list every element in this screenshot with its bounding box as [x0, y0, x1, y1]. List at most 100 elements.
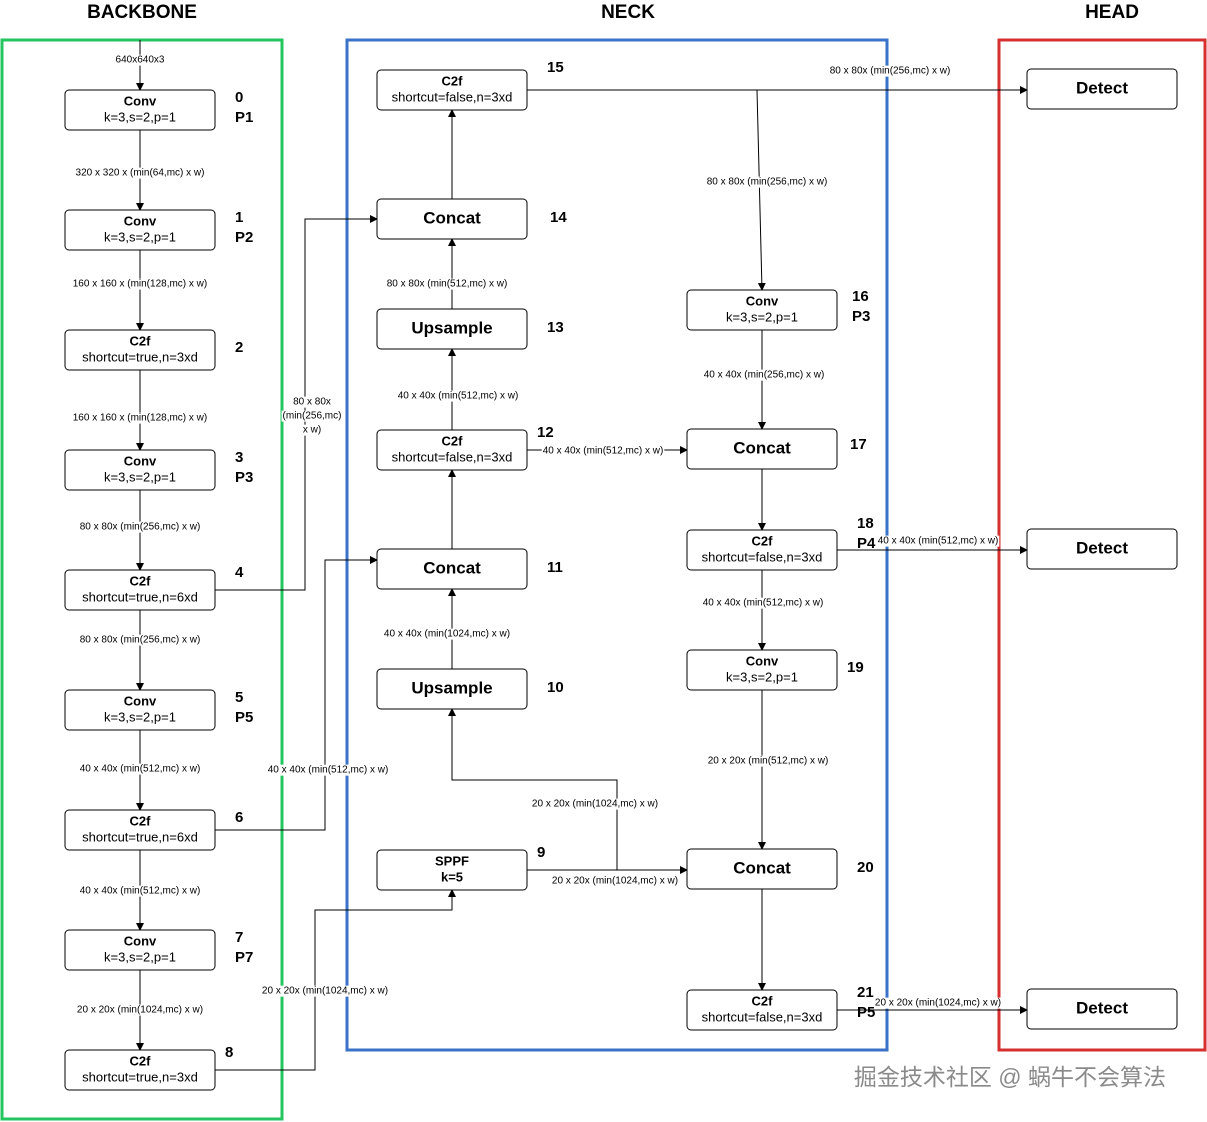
node-level: P4	[857, 535, 876, 552]
node-params: k=3,s=2,p=1	[104, 469, 176, 484]
edge-label-bg	[701, 597, 825, 609]
node-index: 8	[225, 1044, 233, 1061]
edge-label-bg	[550, 875, 680, 887]
node-box	[686, 848, 838, 890]
node-index: 9	[537, 844, 545, 861]
node-box	[376, 198, 528, 240]
node-label: Conv	[124, 693, 157, 708]
node-label: Conv	[124, 93, 157, 108]
node-label: Conv	[124, 933, 157, 948]
edge-label-bg	[396, 390, 520, 402]
node-box	[686, 529, 838, 571]
edge-label: 160 x 160 x (min(128,mc) x w)	[73, 279, 208, 290]
node-label: C2f	[752, 533, 774, 548]
node-label: C2f	[130, 813, 152, 828]
node-box	[64, 1049, 216, 1091]
edge-label: 320 x 320 x (min(64,mc) x w)	[76, 168, 205, 179]
edge-label: 80 x 80x (min(256,mc) x w)	[80, 522, 201, 533]
node-index: 7	[235, 929, 243, 946]
edge-label: 80 x 80x	[293, 397, 331, 408]
edge-label: 40 x 40x (min(512,mc) x w)	[703, 598, 824, 609]
node-box	[64, 449, 216, 491]
node-box	[376, 308, 528, 350]
node-label: C2f	[442, 73, 464, 88]
node-box	[686, 289, 838, 331]
edge-label-bg	[706, 755, 830, 767]
node-params: shortcut=false,n=3xd	[392, 449, 513, 464]
node-box	[1026, 68, 1178, 110]
edge-label-bg	[385, 278, 509, 290]
node-box	[64, 689, 216, 731]
edge-label: 20 x 20x (min(512,mc) x w)	[708, 756, 829, 767]
node-box	[376, 548, 528, 590]
edge-label-bg	[78, 521, 202, 533]
edge-label-bg	[266, 764, 390, 776]
edge-label: 20 x 20x (min(1024,mc) x w)	[262, 986, 388, 997]
node-box	[1026, 988, 1178, 1030]
node-label: Concat	[733, 438, 791, 457]
node-label: Concat	[733, 858, 791, 877]
edge-label: 40 x 40x (min(512,mc) x w)	[80, 886, 201, 897]
edge-label: 80 x 80x (min(512,mc) x w)	[387, 279, 508, 290]
watermark: 掘金技术社区 @ 蜗牛不会算法	[854, 1064, 1166, 1090]
node-index: 21	[857, 984, 874, 1001]
edge-label: 40 x 40x (min(1024,mc) x w)	[384, 629, 510, 640]
node-box	[64, 209, 216, 251]
node-box	[686, 428, 838, 470]
node-index: 11	[547, 559, 563, 576]
edge-label-bg	[705, 176, 829, 188]
node-params: k=3,s=2,p=1	[726, 669, 798, 684]
node-index: 16	[852, 288, 869, 305]
edge-label-bg	[78, 885, 202, 897]
node-params: k=5	[441, 869, 463, 884]
edge-label-bg	[382, 628, 512, 640]
backbone-frame	[0, 38, 284, 1121]
node-index: 20	[857, 859, 874, 876]
node-index: 2	[235, 339, 243, 356]
edge-label: 40 x 40x (min(512,mc) x w)	[543, 446, 664, 457]
node-box	[64, 329, 216, 371]
edge-label-bg	[260, 985, 390, 997]
node-label: Detect	[1076, 78, 1128, 97]
edge-label-bg	[78, 763, 202, 775]
node-index: 3	[235, 449, 243, 466]
node-box	[64, 89, 216, 131]
node-index: 4	[235, 564, 244, 581]
node-level: P3	[235, 469, 253, 486]
node-level: P1	[235, 109, 253, 126]
node-label: C2f	[130, 1053, 152, 1068]
node-level: P5	[857, 1004, 875, 1021]
edge-label: 40 x 40x (min(512,mc) x w)	[80, 764, 201, 775]
node-params: k=3,s=2,p=1	[726, 309, 798, 324]
section-title: HEAD	[1085, 2, 1139, 23]
node-index: 19	[847, 659, 864, 676]
edge-label-bg	[74, 167, 206, 179]
node-index: 1	[235, 209, 243, 226]
node-box	[1026, 528, 1178, 570]
edge-label-bg	[292, 396, 332, 408]
node-box	[64, 809, 216, 851]
edge-label-bg	[828, 65, 952, 77]
edge-label: 640x640x3	[116, 55, 165, 66]
edge-label: 40 x 40x (min(512,mc) x w)	[268, 765, 389, 776]
node-label: Conv	[746, 653, 779, 668]
node-params: shortcut=true,n=3xd	[82, 349, 198, 364]
edge-label: 160 x 160 x (min(128,mc) x w)	[73, 413, 208, 424]
node-params: shortcut=false,n=3xd	[392, 89, 513, 104]
node-label: Conv	[124, 453, 157, 468]
edge-label: 40 x 40x (min(512,mc) x w)	[878, 536, 999, 547]
node-index: 12	[537, 424, 554, 441]
edge-label-bg	[71, 278, 209, 290]
node-index: 5	[235, 689, 243, 706]
node-params: k=3,s=2,p=1	[104, 109, 176, 124]
node-label: Upsample	[411, 318, 492, 337]
node-label: Conv	[746, 293, 779, 308]
node-index: 13	[547, 319, 564, 336]
edge-label: 20 x 20x (min(1024,mc) x w)	[77, 1005, 203, 1016]
node-level: P2	[235, 229, 253, 246]
edge-label: 80 x 80x (min(256,mc) x w)	[80, 635, 201, 646]
edge-label-bg	[876, 535, 1000, 547]
node-box	[376, 668, 528, 710]
node-label: C2f	[442, 433, 464, 448]
node-label: C2f	[130, 573, 152, 588]
